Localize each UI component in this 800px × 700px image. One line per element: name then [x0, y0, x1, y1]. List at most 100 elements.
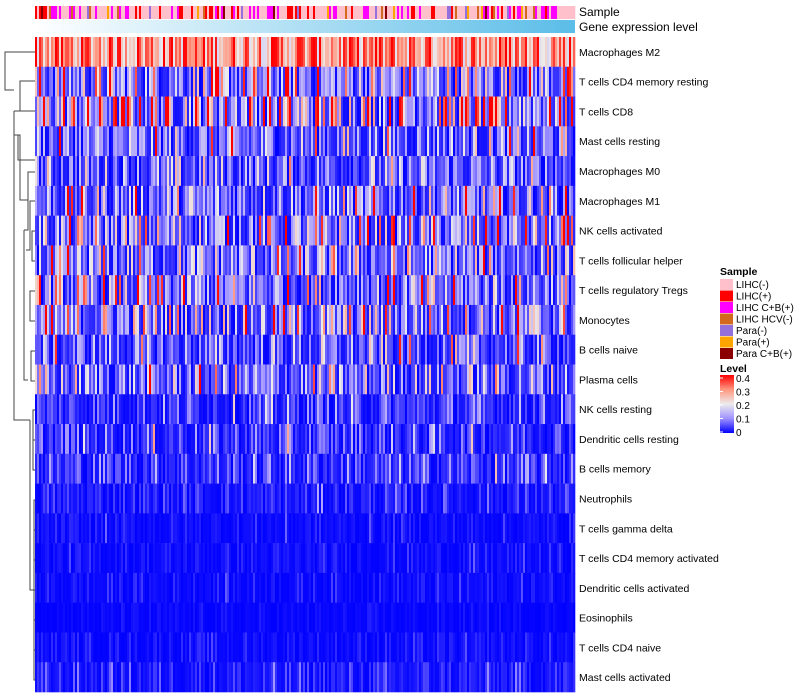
heatmap-cell: [115, 304, 118, 336]
heatmap-cell: [227, 513, 230, 544]
heatmap-cell: [355, 453, 358, 484]
heatmap-cell: [551, 513, 554, 544]
heatmap-cell: [391, 96, 394, 127]
heatmap-cell: [415, 156, 418, 187]
heatmap-cell: [307, 364, 310, 395]
sample-annotation-cell: [173, 6, 176, 19]
heatmap-cell: [317, 304, 320, 336]
heatmap-cell: [201, 453, 204, 484]
sample-annotation-cell: [347, 6, 350, 19]
heatmap-cell: [321, 96, 324, 127]
heatmap-cell: [543, 66, 546, 97]
heatmap-cell: [261, 245, 264, 276]
heatmap-cell: [237, 37, 240, 68]
heatmap-cell: [461, 334, 464, 365]
heatmap-cell: [237, 304, 240, 336]
heatmap-cell: [427, 245, 430, 276]
heatmap-cell: [543, 483, 546, 514]
sample-annotation-cell: [369, 6, 372, 19]
sample-annotation-cell: [449, 6, 452, 19]
heatmap-cell: [57, 185, 60, 216]
heatmap-cell: [327, 156, 330, 187]
heatmap-cell: [103, 483, 106, 514]
heatmap-cell: [155, 394, 158, 425]
heatmap-cell: [457, 334, 460, 365]
heatmap-cell: [279, 304, 282, 336]
heatmap-cell: [125, 513, 128, 544]
heatmap-cell: [177, 126, 180, 157]
heatmap-cell: [483, 275, 486, 306]
heatmap-cell: [549, 245, 552, 276]
heatmap-cell: [99, 453, 102, 484]
heatmap-cell: [127, 126, 130, 157]
heatmap-cell: [475, 513, 478, 544]
heatmap-cell: [73, 453, 76, 484]
heatmap-cell: [133, 513, 136, 544]
heatmap-cell: [461, 364, 464, 395]
heatmap-cell: [177, 453, 180, 484]
heatmap-cell: [405, 66, 408, 97]
heatmap-cell: [157, 543, 160, 574]
heatmap-cell: [457, 364, 460, 395]
heatmap-cell: [123, 156, 126, 187]
heatmap-cell: [199, 513, 202, 544]
heatmap-cell: [83, 215, 86, 246]
heatmap-cell: [539, 394, 542, 425]
sample-annotation-cell: [509, 6, 512, 19]
sample-annotation-cell: [217, 6, 220, 19]
heatmap-cell: [371, 185, 374, 216]
sample-annotation-cell: [311, 6, 314, 19]
heatmap-cell: [77, 96, 80, 127]
heatmap-cell: [565, 513, 568, 544]
heatmap-cell: [401, 453, 404, 484]
heatmap-cell: [549, 66, 552, 97]
heatmap-cell: [367, 156, 370, 187]
heatmap-cell: [403, 453, 406, 484]
heatmap-cell: [77, 275, 80, 306]
heatmap-cell: [493, 424, 496, 455]
sample-annotation-cell: [331, 6, 334, 19]
heatmap-cell: [157, 334, 160, 365]
heatmap-cell: [285, 334, 288, 365]
heatmap-cell: [543, 453, 546, 484]
heatmap-cell: [339, 483, 342, 514]
heatmap-cell: [237, 513, 240, 544]
heatmap-cell: [263, 543, 266, 574]
heatmap-cell: [399, 304, 402, 336]
heatmap-cell: [181, 394, 184, 425]
heatmap-cell: [511, 304, 514, 336]
heatmap-cell: [189, 96, 192, 127]
heatmap-cell: [523, 364, 526, 395]
heatmap-cell: [357, 245, 360, 276]
heatmap-cell: [365, 37, 368, 68]
sample-annotation-cell: [123, 6, 126, 19]
heatmap-cell: [39, 513, 42, 544]
heatmap-cell: [421, 96, 424, 127]
heatmap-cell: [95, 304, 98, 336]
heatmap-cell: [309, 156, 312, 187]
heatmap-cell: [155, 453, 158, 484]
heatmap-cell: [363, 275, 366, 306]
heatmap-cell: [279, 364, 282, 395]
heatmap-cell: [265, 394, 268, 425]
heatmap-cell: [251, 394, 254, 425]
heatmap-cell: [237, 483, 240, 514]
heatmap-cell: [211, 483, 214, 514]
heatmap-cell: [503, 394, 506, 425]
heatmap-cell: [461, 96, 464, 127]
heatmap-cell: [253, 424, 256, 455]
heatmap-cell: [563, 215, 566, 246]
heatmap-cell: [219, 334, 222, 365]
heatmap-cell: [573, 424, 576, 455]
heatmap-cell: [197, 364, 200, 395]
heatmap-cell: [359, 394, 362, 425]
heatmap-cell: [425, 215, 428, 246]
heatmap-cell: [373, 453, 376, 484]
heatmap-cell: [289, 156, 292, 187]
heatmap-cell: [35, 245, 38, 276]
heatmap-cell: [357, 483, 360, 514]
heatmap-cell: [489, 364, 492, 395]
heatmap-cell: [391, 215, 394, 246]
heatmap-cell: [73, 66, 76, 97]
heatmap-cell: [417, 424, 420, 455]
